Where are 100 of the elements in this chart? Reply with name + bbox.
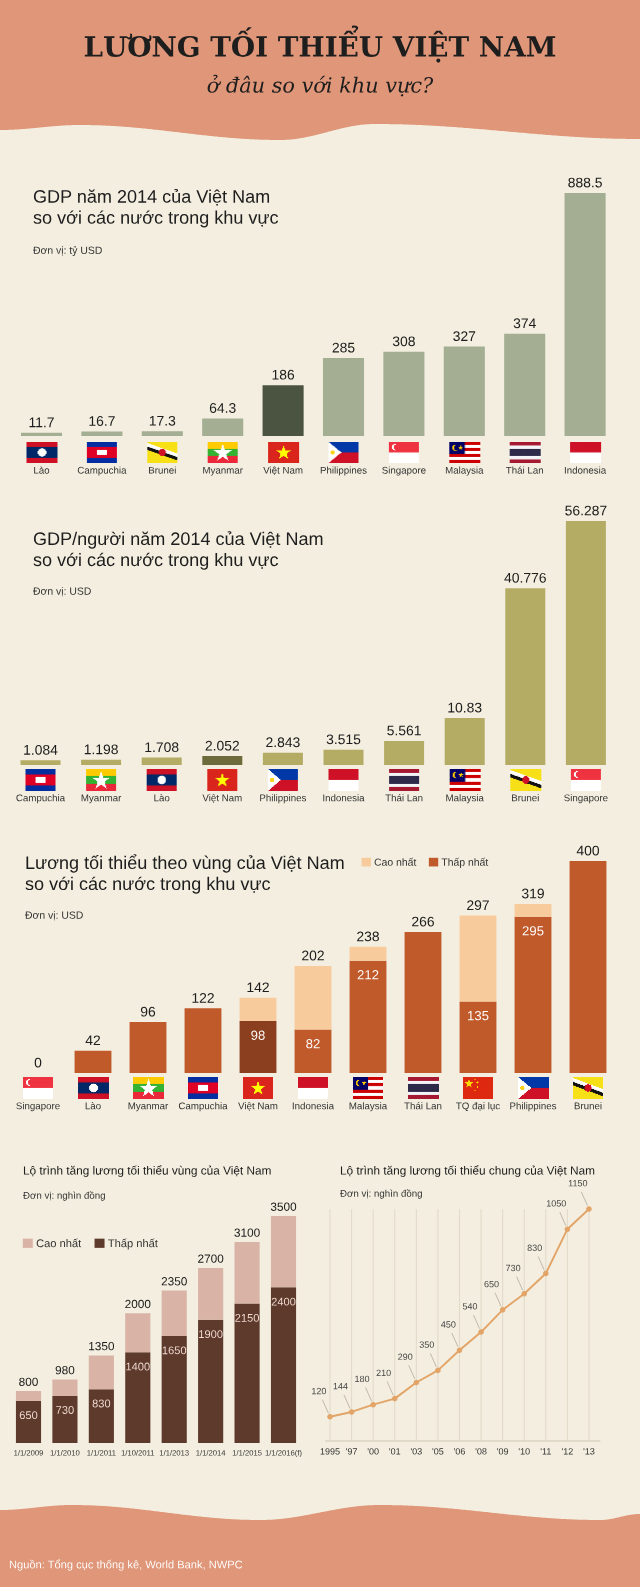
x-tick-label: Việt Nam — [238, 1102, 278, 1111]
x-tick-label: '08 — [475, 1448, 487, 1455]
data-label: 40.776 — [504, 572, 546, 583]
legend-label: Cao nhất — [374, 857, 417, 866]
x-tick-label: Malaysia — [445, 466, 484, 476]
data-label: 210 — [376, 1369, 391, 1377]
data-label: 830 — [92, 1399, 111, 1408]
total-label: 2000 — [125, 1299, 151, 1309]
point — [499, 1307, 506, 1313]
bar — [564, 193, 606, 436]
bar — [141, 431, 183, 436]
x-tick-label: Lào — [34, 466, 50, 474]
point — [435, 1367, 441, 1374]
total-label: 400 — [576, 845, 600, 856]
bar — [20, 432, 63, 436]
bar — [294, 965, 332, 1030]
data-label: 540 — [462, 1303, 478, 1310]
x-tick-label: Campuchia — [77, 466, 127, 476]
data-label: 64.3 — [209, 403, 236, 413]
x-tick-label: Myanmar — [81, 794, 122, 804]
x-tick-label: 1995 — [320, 1448, 340, 1455]
legend-label: Thấp nhất — [441, 857, 489, 868]
bar — [15, 1400, 42, 1443]
bar — [125, 1313, 151, 1353]
data-label: 1650 — [162, 1346, 187, 1355]
total-label: 3100 — [234, 1228, 260, 1237]
total-label: 319 — [521, 888, 544, 899]
bar — [349, 960, 387, 1073]
x-tick-label: Thái Lan — [404, 1102, 442, 1110]
point — [564, 1226, 571, 1232]
bar — [15, 1391, 42, 1401]
chart-title: Lương tối thiểu theo vùng của Việt Nam so với các nước trong khu vực — [25, 854, 344, 894]
total-label: 2700 — [198, 1254, 224, 1263]
total-label: 1350 — [89, 1341, 115, 1351]
data-label: 2.843 — [266, 737, 300, 748]
bar — [294, 1029, 332, 1073]
x-tick-label: Myanmar — [203, 466, 243, 476]
x-tick-label: '00 — [367, 1448, 379, 1455]
point — [327, 1414, 333, 1420]
x-tick-label: Campuchia — [16, 794, 66, 804]
x-tick-label: Indonesia — [323, 794, 365, 802]
text: Đơn vị: tỷ USD — [33, 245, 102, 257]
data-label: 374 — [513, 318, 536, 329]
total-label: 3500 — [270, 1202, 297, 1211]
x-tick-label: Lào — [154, 794, 170, 802]
x-tick-label: Lào — [85, 1102, 101, 1110]
data-label: 285 — [332, 342, 355, 353]
bar — [81, 431, 123, 436]
bar — [262, 752, 303, 765]
total-label: 266 — [412, 916, 434, 927]
x-tick-label: Singapore — [564, 794, 608, 804]
bar — [459, 1001, 497, 1073]
bar — [443, 346, 485, 436]
point — [456, 1347, 463, 1353]
total-label: 238 — [357, 931, 379, 942]
data-label: 11.7 — [29, 417, 54, 428]
data-label: 10.83 — [448, 702, 482, 713]
total-label: 202 — [302, 950, 324, 961]
bar — [459, 915, 497, 1002]
data-label: 1.198 — [84, 744, 118, 755]
x-tick-label: Indonesia — [292, 1102, 335, 1110]
bar — [323, 749, 364, 765]
x-tick-label: Philippines — [260, 794, 307, 804]
total-label: 297 — [467, 900, 489, 911]
point — [348, 1409, 355, 1415]
data-label: 120 — [312, 1387, 327, 1395]
bar — [444, 718, 485, 765]
bar — [161, 1290, 187, 1336]
data-label: 350 — [419, 1341, 434, 1348]
bar — [383, 351, 425, 436]
text: ở đâu so với khu vực? — [207, 74, 434, 97]
x-tick-label: Singapore — [382, 466, 426, 476]
bar — [270, 1216, 297, 1288]
data-label: 56.287 — [565, 505, 607, 516]
bar — [239, 1021, 277, 1073]
data-label: 1150 — [568, 1180, 588, 1187]
x-tick-label: '05 — [432, 1448, 444, 1455]
bar — [141, 757, 182, 765]
point — [391, 1395, 398, 1402]
x-tick-label: Singapore — [16, 1102, 60, 1112]
bar — [234, 1303, 260, 1443]
data-label: 1.084 — [24, 744, 58, 755]
bar — [20, 760, 61, 765]
total-label: 42 — [85, 1035, 101, 1046]
x-tick-label: '97 — [346, 1448, 358, 1455]
bar — [74, 1050, 112, 1073]
bar — [52, 1379, 78, 1396]
x-tick-label: '06 — [454, 1448, 465, 1455]
bar — [198, 1267, 224, 1320]
data-label: 730 — [56, 1406, 74, 1414]
data-label: 830 — [527, 1244, 542, 1251]
x-tick-label: '09 — [497, 1448, 509, 1455]
data-label: 650 — [484, 1280, 499, 1288]
chart-subtitle: Đơn vị: nghìn đồng — [340, 1189, 422, 1199]
x-tick-label: '12 — [561, 1448, 573, 1455]
legend-label: Thấp nhất — [108, 1238, 158, 1250]
bar — [514, 916, 552, 1073]
bar — [270, 1287, 297, 1443]
bar — [349, 946, 387, 961]
bar — [184, 1008, 222, 1073]
